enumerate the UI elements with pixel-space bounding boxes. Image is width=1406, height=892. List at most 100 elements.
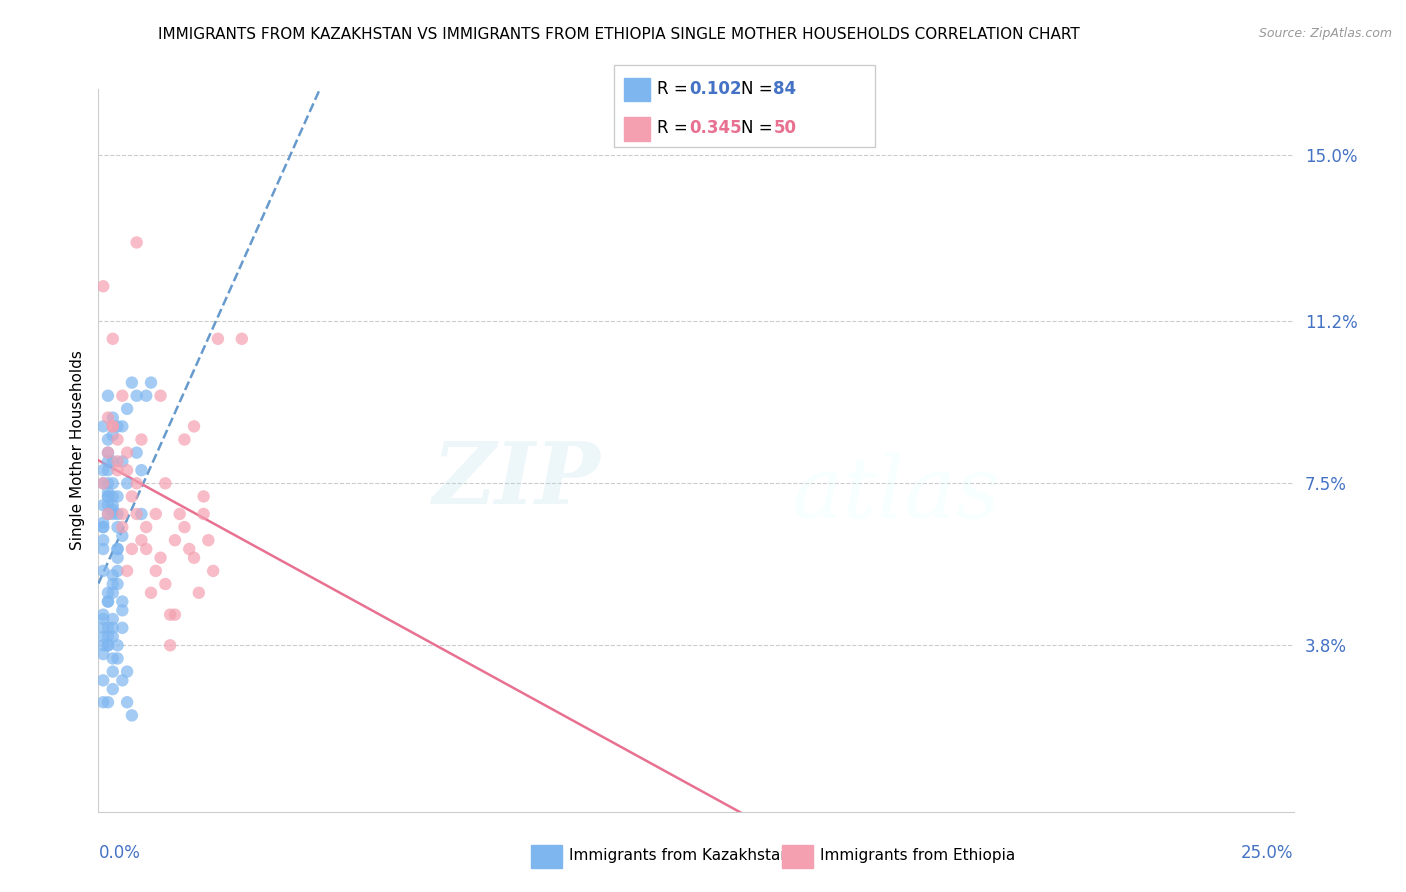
Point xyxy=(97,476,120,491)
Point xyxy=(97,695,120,709)
Point xyxy=(97,463,120,477)
Point xyxy=(115,564,138,578)
Point xyxy=(131,507,153,521)
Point xyxy=(91,621,114,635)
Text: Immigrants from Ethiopia: Immigrants from Ethiopia xyxy=(820,848,1015,863)
Point xyxy=(107,651,129,665)
Point xyxy=(193,507,215,521)
Point xyxy=(91,463,114,477)
Point xyxy=(115,695,138,709)
Text: N =: N = xyxy=(741,120,778,137)
Point xyxy=(97,498,120,512)
Point xyxy=(193,490,215,504)
Point xyxy=(91,279,114,293)
Point xyxy=(111,529,134,543)
Point xyxy=(91,612,114,626)
Point xyxy=(91,520,114,534)
Point xyxy=(97,490,120,504)
Point xyxy=(97,586,120,600)
Point xyxy=(202,564,225,578)
Point xyxy=(107,550,129,565)
Point xyxy=(111,673,134,688)
Point xyxy=(101,621,124,635)
Point xyxy=(91,516,114,530)
Point xyxy=(145,564,167,578)
Point xyxy=(163,533,186,548)
Point xyxy=(111,389,134,403)
Point xyxy=(173,520,195,534)
Point xyxy=(159,638,181,652)
Point xyxy=(169,507,191,521)
Point xyxy=(107,419,129,434)
Point xyxy=(159,607,181,622)
Point xyxy=(91,638,114,652)
Point xyxy=(183,419,205,434)
Point xyxy=(91,564,114,578)
Point xyxy=(107,507,129,521)
Point xyxy=(91,533,114,548)
Point xyxy=(139,376,162,390)
Point xyxy=(91,541,114,556)
Text: 0.102: 0.102 xyxy=(689,79,741,98)
Point xyxy=(91,476,114,491)
Point xyxy=(97,433,120,447)
Point xyxy=(121,541,143,556)
Point xyxy=(145,507,167,521)
Point xyxy=(97,594,120,608)
Point xyxy=(173,433,195,447)
Point xyxy=(125,389,148,403)
Point xyxy=(101,682,124,697)
Point xyxy=(125,445,148,459)
Point xyxy=(107,577,129,591)
Point xyxy=(107,490,129,504)
Point xyxy=(101,507,124,521)
Point xyxy=(187,586,209,600)
Point xyxy=(91,498,114,512)
Point xyxy=(97,507,120,521)
Point xyxy=(131,533,153,548)
Point xyxy=(101,428,124,442)
Point xyxy=(101,630,124,644)
Point xyxy=(101,454,124,468)
Text: IMMIGRANTS FROM KAZAKHSTAN VS IMMIGRANTS FROM ETHIOPIA SINGLE MOTHER HOUSEHOLDS : IMMIGRANTS FROM KAZAKHSTAN VS IMMIGRANTS… xyxy=(157,27,1080,42)
Point xyxy=(121,376,143,390)
Point xyxy=(107,463,129,477)
Point xyxy=(91,630,114,644)
Point xyxy=(97,638,120,652)
Point xyxy=(91,419,114,434)
Point xyxy=(97,485,120,500)
Point xyxy=(91,647,114,661)
Text: 0.345: 0.345 xyxy=(689,120,741,137)
Text: ZIP: ZIP xyxy=(433,438,600,521)
Point xyxy=(91,520,114,534)
Point xyxy=(149,389,172,403)
Point xyxy=(131,463,153,477)
Point xyxy=(155,577,177,591)
Point xyxy=(101,502,124,516)
Text: N =: N = xyxy=(741,79,778,98)
Point xyxy=(149,550,172,565)
Point xyxy=(107,433,129,447)
Point xyxy=(107,541,129,556)
Point xyxy=(91,673,114,688)
Point xyxy=(97,410,120,425)
Point xyxy=(115,665,138,679)
Text: R =: R = xyxy=(657,120,693,137)
Point xyxy=(135,541,157,556)
Point xyxy=(107,454,129,468)
Point xyxy=(97,621,120,635)
Point xyxy=(91,695,114,709)
Point xyxy=(183,550,205,565)
Point xyxy=(101,612,124,626)
Point xyxy=(135,389,157,403)
Point xyxy=(101,577,124,591)
Point xyxy=(97,454,120,468)
Point xyxy=(97,445,120,459)
Point xyxy=(131,433,153,447)
Point xyxy=(125,235,148,250)
Point xyxy=(97,445,120,459)
Point xyxy=(97,490,120,504)
Point xyxy=(115,445,138,459)
Text: 50: 50 xyxy=(773,120,796,137)
Point xyxy=(101,665,124,679)
